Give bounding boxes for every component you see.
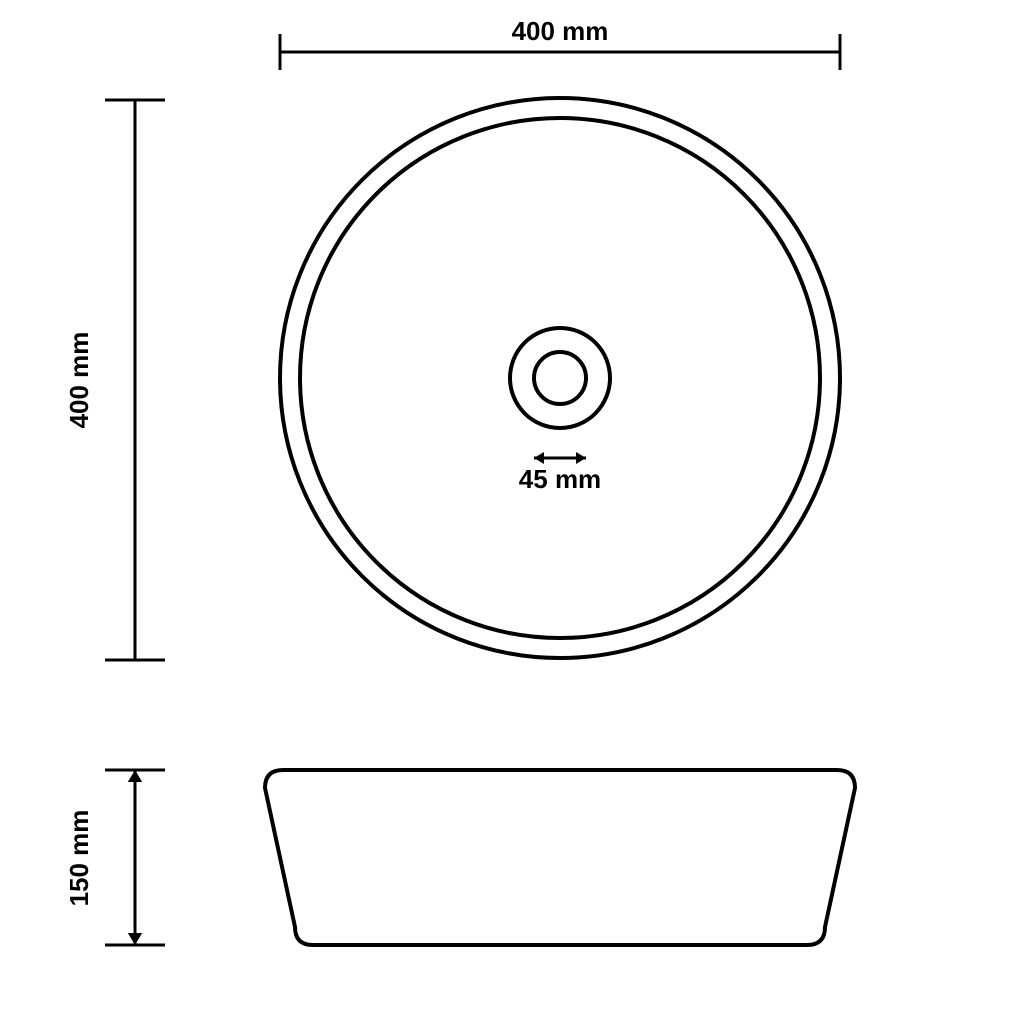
dim-arrow-height-bottom: [128, 933, 142, 945]
basin-side-profile: [265, 770, 855, 945]
dim-arrow-drain-right: [576, 452, 586, 464]
dim-label-width: 400 mm: [512, 16, 609, 46]
drain-inner: [534, 352, 586, 404]
dim-label-height: 150 mm: [64, 810, 94, 907]
dim-arrow-drain-left: [534, 452, 544, 464]
technical-drawing: 400 mm 400 mm 45 mm 150 mm: [0, 0, 1024, 1024]
basin-outer-rim: [280, 98, 840, 658]
dim-label-drain: 45 mm: [519, 464, 601, 494]
dim-arrow-height-top: [128, 770, 142, 782]
basin-inner-rim: [300, 118, 820, 638]
dim-label-depth: 400 mm: [64, 332, 94, 429]
drain-outer: [510, 328, 610, 428]
